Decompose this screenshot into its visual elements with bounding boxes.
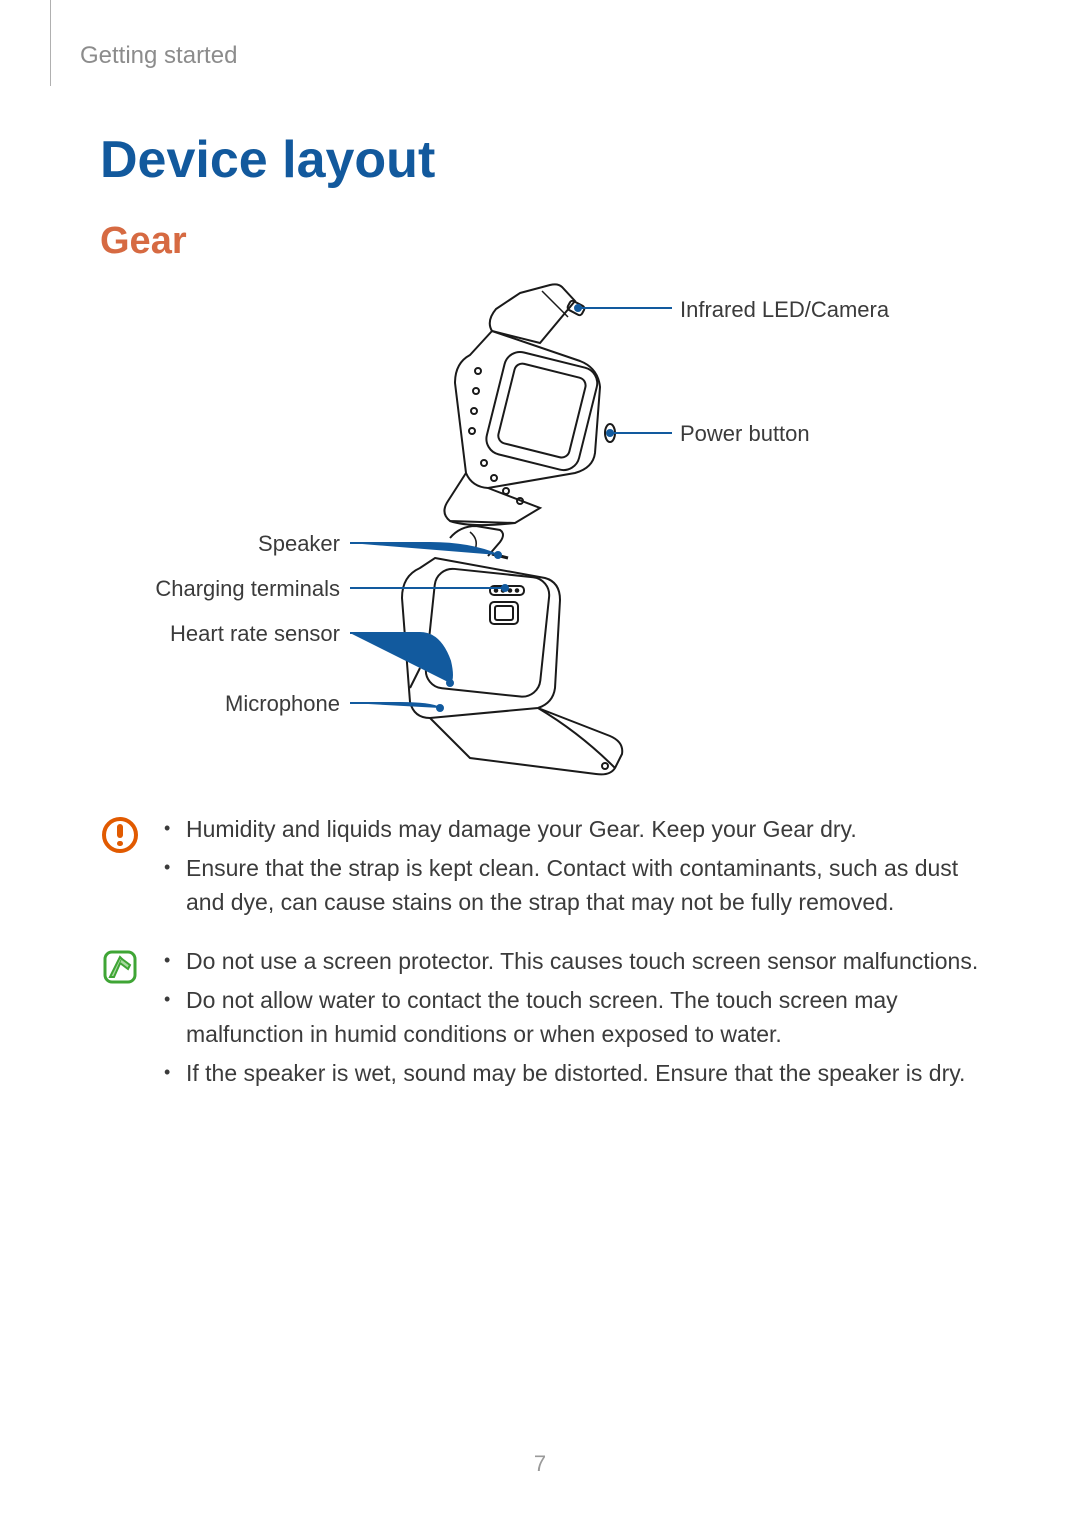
header-rule [50,0,51,86]
info-icon [100,947,142,992]
warning-list: Humidity and liquids may damage your Gea… [162,813,980,925]
breadcrumb: Getting started [80,42,980,70]
notes-section: Humidity and liquids may damage your Gea… [100,813,980,1096]
info-item: Do not use a screen protector. This caus… [162,945,980,978]
device-diagram: Infrared LED/Camera Power button Speaker… [100,283,980,783]
warning-item: Humidity and liquids may damage your Gea… [162,813,980,846]
warning-icon [100,815,142,860]
page-title: Device layout [100,130,980,190]
warning-item: Ensure that the strap is kept clean. Con… [162,852,980,919]
label-charging-terminals: Charging terminals [155,576,340,602]
info-item: If the speaker is wet, sound may be dist… [162,1057,980,1090]
page-subtitle: Gear [100,220,980,263]
info-block: Do not use a screen protector. This caus… [100,945,980,1096]
label-power-button: Power button [680,421,810,447]
label-ir-camera: Infrared LED/Camera [680,297,889,323]
page-number: 7 [0,1451,1080,1477]
label-microphone: Microphone [225,691,340,717]
warning-block: Humidity and liquids may damage your Gea… [100,813,980,925]
label-speaker: Speaker [258,531,340,557]
info-list: Do not use a screen protector. This caus… [162,945,980,1096]
page: Getting started Device layout Gear [0,0,1080,1527]
label-heart-rate-sensor: Heart rate sensor [170,621,340,647]
info-item: Do not allow water to contact the touch … [162,984,980,1051]
